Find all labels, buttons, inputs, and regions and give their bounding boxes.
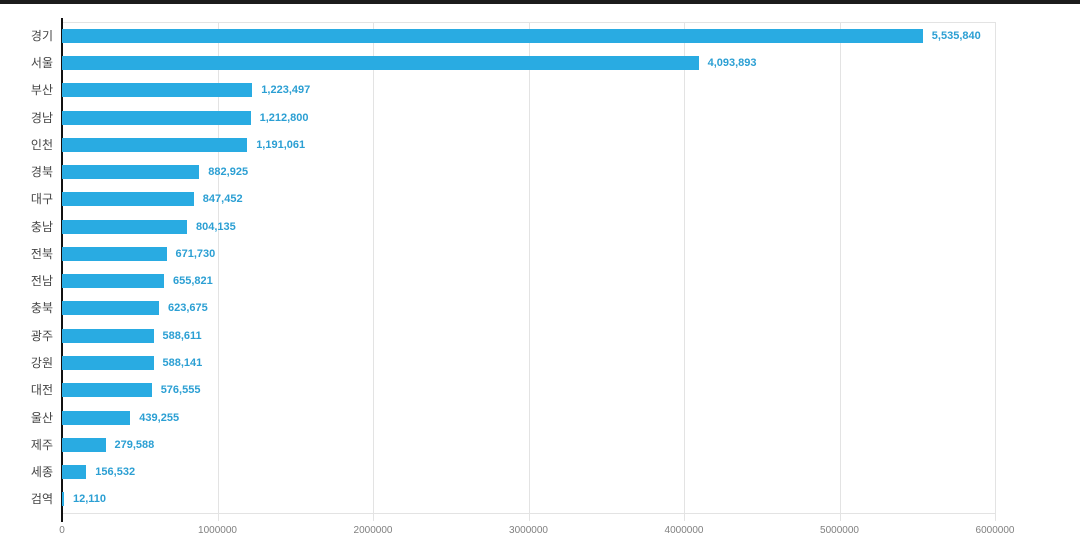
bar <box>62 55 699 70</box>
value-label: 156,532 <box>95 466 136 479</box>
value-label: 1,212,800 <box>259 111 309 124</box>
bar <box>62 492 64 507</box>
value-label: 671,730 <box>175 247 216 260</box>
category-label: 경남 <box>30 110 53 125</box>
bar <box>62 165 200 179</box>
value-label: 439,255 <box>139 411 180 424</box>
x-tick-label: 1000000 <box>198 525 237 536</box>
value-label: 4,093,893 <box>707 56 757 69</box>
x-tick-label: 0 <box>59 525 65 536</box>
bar <box>62 137 248 152</box>
category-label: 충북 <box>30 301 53 316</box>
x-tick-label: 3000000 <box>509 525 548 536</box>
bar <box>62 110 251 125</box>
x-grid-line <box>373 22 374 521</box>
bar <box>62 383 152 398</box>
category-label: 광주 <box>30 328 53 343</box>
bar <box>62 301 159 316</box>
bar <box>62 274 164 289</box>
value-label: 279,588 <box>114 438 155 451</box>
value-label: 804,135 <box>196 220 236 233</box>
x-grid-line <box>217 22 219 521</box>
value-label: 623,675 <box>168 302 208 315</box>
category-label: 전북 <box>30 246 53 261</box>
bar <box>62 192 194 207</box>
bar <box>62 28 923 43</box>
bar <box>62 328 154 343</box>
category-label: 대구 <box>30 192 53 207</box>
category-label: 검역 <box>30 492 53 507</box>
bar <box>62 356 154 370</box>
category-label: 경북 <box>30 165 53 179</box>
value-label: 1,223,497 <box>261 84 311 97</box>
value-label: 655,821 <box>173 275 213 288</box>
category-label: 대전 <box>30 383 53 398</box>
category-label: 전남 <box>30 274 53 289</box>
value-label: 847,452 <box>202 193 243 206</box>
category-label: 부산 <box>30 83 53 98</box>
x-grid-line <box>839 22 841 521</box>
bar <box>62 219 187 234</box>
category-label: 제주 <box>30 437 53 452</box>
category-label: 인천 <box>30 137 53 152</box>
y-axis-line <box>61 18 63 522</box>
value-label: 882,925 <box>208 166 249 178</box>
x-tick-label: 5000000 <box>820 525 859 536</box>
x-tick-label: 2000000 <box>353 525 393 536</box>
value-label: 588,611 <box>162 329 202 342</box>
bar <box>62 465 87 480</box>
category-label: 세종 <box>30 465 53 480</box>
window-top-border <box>0 0 1080 4</box>
value-label: 5,535,840 <box>931 29 981 42</box>
x-tick-label: 4000000 <box>664 525 704 536</box>
bar <box>62 410 131 425</box>
category-label: 경기 <box>30 28 53 43</box>
bar <box>62 437 106 452</box>
x-grid-line <box>684 22 685 521</box>
x-grid-line <box>528 22 530 521</box>
value-label: 1,191,061 <box>256 138 306 151</box>
category-label: 울산 <box>30 410 53 425</box>
value-label: 576,555 <box>160 384 201 397</box>
category-label: 충남 <box>30 219 53 234</box>
bar <box>62 246 167 261</box>
bar <box>62 83 253 98</box>
category-label: 서울 <box>30 55 53 70</box>
x-tick-label: 6000000 <box>975 525 1015 536</box>
value-label: 12,110 <box>73 493 107 506</box>
value-label: 588,141 <box>162 357 203 369</box>
x-grid-line <box>995 22 996 521</box>
category-label: 강원 <box>30 356 53 370</box>
